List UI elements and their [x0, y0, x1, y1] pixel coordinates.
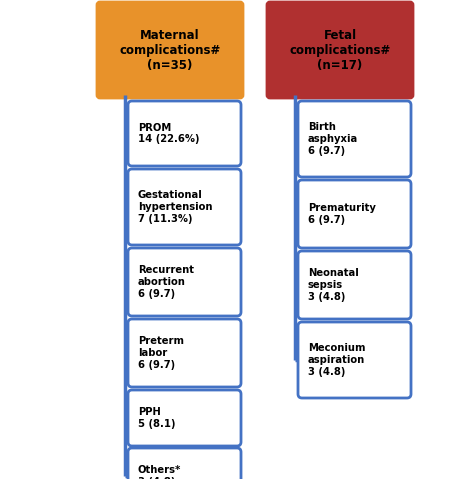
Text: PROM
14 (22.6%): PROM 14 (22.6%) [138, 123, 200, 144]
Text: Others*
3 (4.8): Others* 3 (4.8) [138, 465, 182, 479]
Text: PPH
5 (8.1): PPH 5 (8.1) [138, 407, 175, 429]
Text: Preterm
labor
6 (9.7): Preterm labor 6 (9.7) [138, 336, 184, 370]
FancyBboxPatch shape [97, 2, 243, 98]
FancyBboxPatch shape [128, 248, 241, 316]
Text: Meconium
aspiration
3 (4.8): Meconium aspiration 3 (4.8) [308, 343, 365, 376]
Text: Fetal
complications#
(n=17): Fetal complications# (n=17) [289, 28, 391, 71]
Text: Gestational
hypertension
7 (11.3%): Gestational hypertension 7 (11.3%) [138, 190, 212, 224]
FancyBboxPatch shape [128, 101, 241, 166]
Text: Neonatal
sepsis
3 (4.8): Neonatal sepsis 3 (4.8) [308, 268, 359, 302]
Text: Prematurity
6 (9.7): Prematurity 6 (9.7) [308, 203, 376, 225]
Text: Maternal
complications#
(n=35): Maternal complications# (n=35) [119, 28, 220, 71]
FancyBboxPatch shape [298, 101, 411, 177]
Text: Birth
asphyxia
6 (9.7): Birth asphyxia 6 (9.7) [308, 123, 358, 156]
FancyBboxPatch shape [128, 319, 241, 387]
FancyBboxPatch shape [298, 251, 411, 319]
Text: Recurrent
abortion
6 (9.7): Recurrent abortion 6 (9.7) [138, 265, 194, 298]
FancyBboxPatch shape [128, 448, 241, 479]
FancyBboxPatch shape [267, 2, 413, 98]
FancyBboxPatch shape [128, 169, 241, 245]
FancyBboxPatch shape [298, 322, 411, 398]
FancyBboxPatch shape [128, 390, 241, 446]
FancyBboxPatch shape [298, 180, 411, 248]
